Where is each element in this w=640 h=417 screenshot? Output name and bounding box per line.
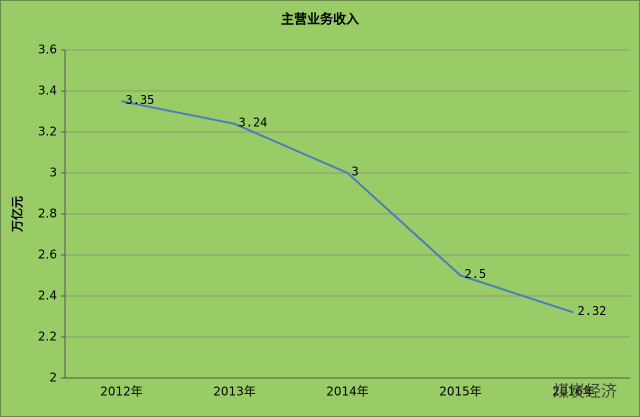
- y-axis-label: 万亿元: [10, 196, 25, 233]
- data-label: 3: [352, 165, 359, 179]
- y-tick-label: 3.4: [38, 84, 57, 98]
- x-tick-label: 2013年: [213, 385, 256, 399]
- y-tick-label: 3.6: [38, 43, 57, 57]
- y-tick-label: 3.2: [38, 125, 57, 139]
- watermark: 煤炭经济: [553, 382, 617, 401]
- data-label: 3.35: [126, 93, 155, 107]
- chart-title: 主营业务收入: [281, 12, 359, 28]
- line: [121, 100, 574, 314]
- data-label: 2.32: [578, 304, 607, 318]
- y-tick-label: 2.2: [38, 330, 57, 344]
- y-tick-label: 2.4: [38, 289, 57, 303]
- y-tick-label: 3: [49, 166, 57, 180]
- x-tick-label: 2016年: [552, 385, 595, 399]
- y-tick-label: 2.6: [38, 248, 57, 262]
- data-label: 3.24: [239, 115, 268, 129]
- y-tick-label: 2.8: [38, 207, 57, 221]
- data-label: 2.5: [465, 267, 487, 281]
- y-tick-label: 2: [49, 371, 57, 385]
- x-tick-label: 2012年: [100, 385, 143, 399]
- x-tick-label: 2014年: [326, 385, 369, 399]
- x-tick-label: 2015年: [439, 385, 482, 399]
